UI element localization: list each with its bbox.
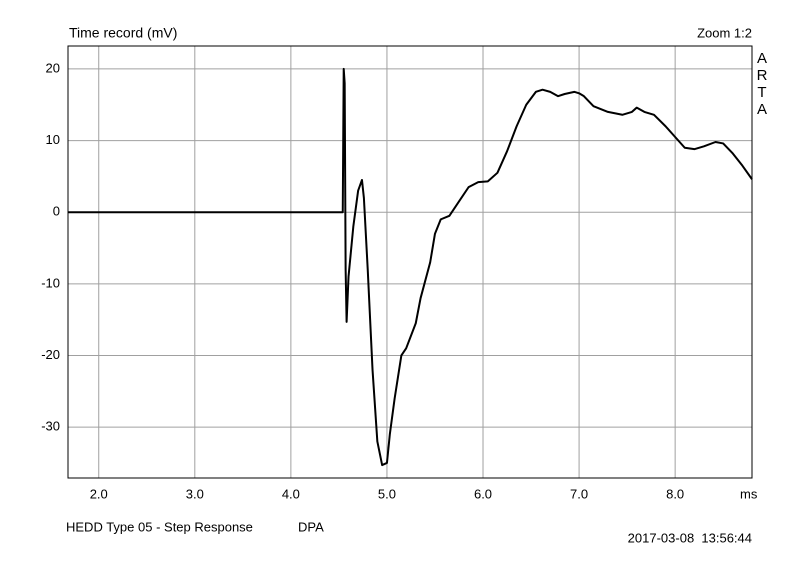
watermark: ARTA <box>754 50 771 118</box>
x-tick-label: 6.0 <box>474 486 492 501</box>
x-tick-label: 7.0 <box>570 486 588 501</box>
y-tick-label: 10 <box>46 132 60 147</box>
timestamp: 2017-03-08 13:56:44 <box>628 530 752 545</box>
x-tick-label: 5.0 <box>378 486 396 501</box>
y-tick-label: -10 <box>41 275 60 290</box>
y-tick-label: 20 <box>46 60 60 75</box>
x-tick-label: 3.0 <box>186 486 204 501</box>
x-tick-label: 8.0 <box>666 486 684 501</box>
plot-frame <box>67 45 753 479</box>
chart-title: Time record (mV) <box>69 25 177 41</box>
footer: HEDD Type 05 - Step Response <box>66 519 253 534</box>
x-tick-label: 4.0 <box>282 486 300 501</box>
y-tick-label: -20 <box>41 347 60 362</box>
y-tick-label: 0 <box>53 204 60 219</box>
line <box>68 67 753 467</box>
x-tick-label: 2.0 <box>90 486 108 501</box>
x-unit: ms <box>740 486 758 501</box>
y-tick-label: -30 <box>41 419 60 434</box>
zoom-label: Zoom 1:2 <box>697 25 752 40</box>
footer-note: DPA <box>298 519 324 534</box>
